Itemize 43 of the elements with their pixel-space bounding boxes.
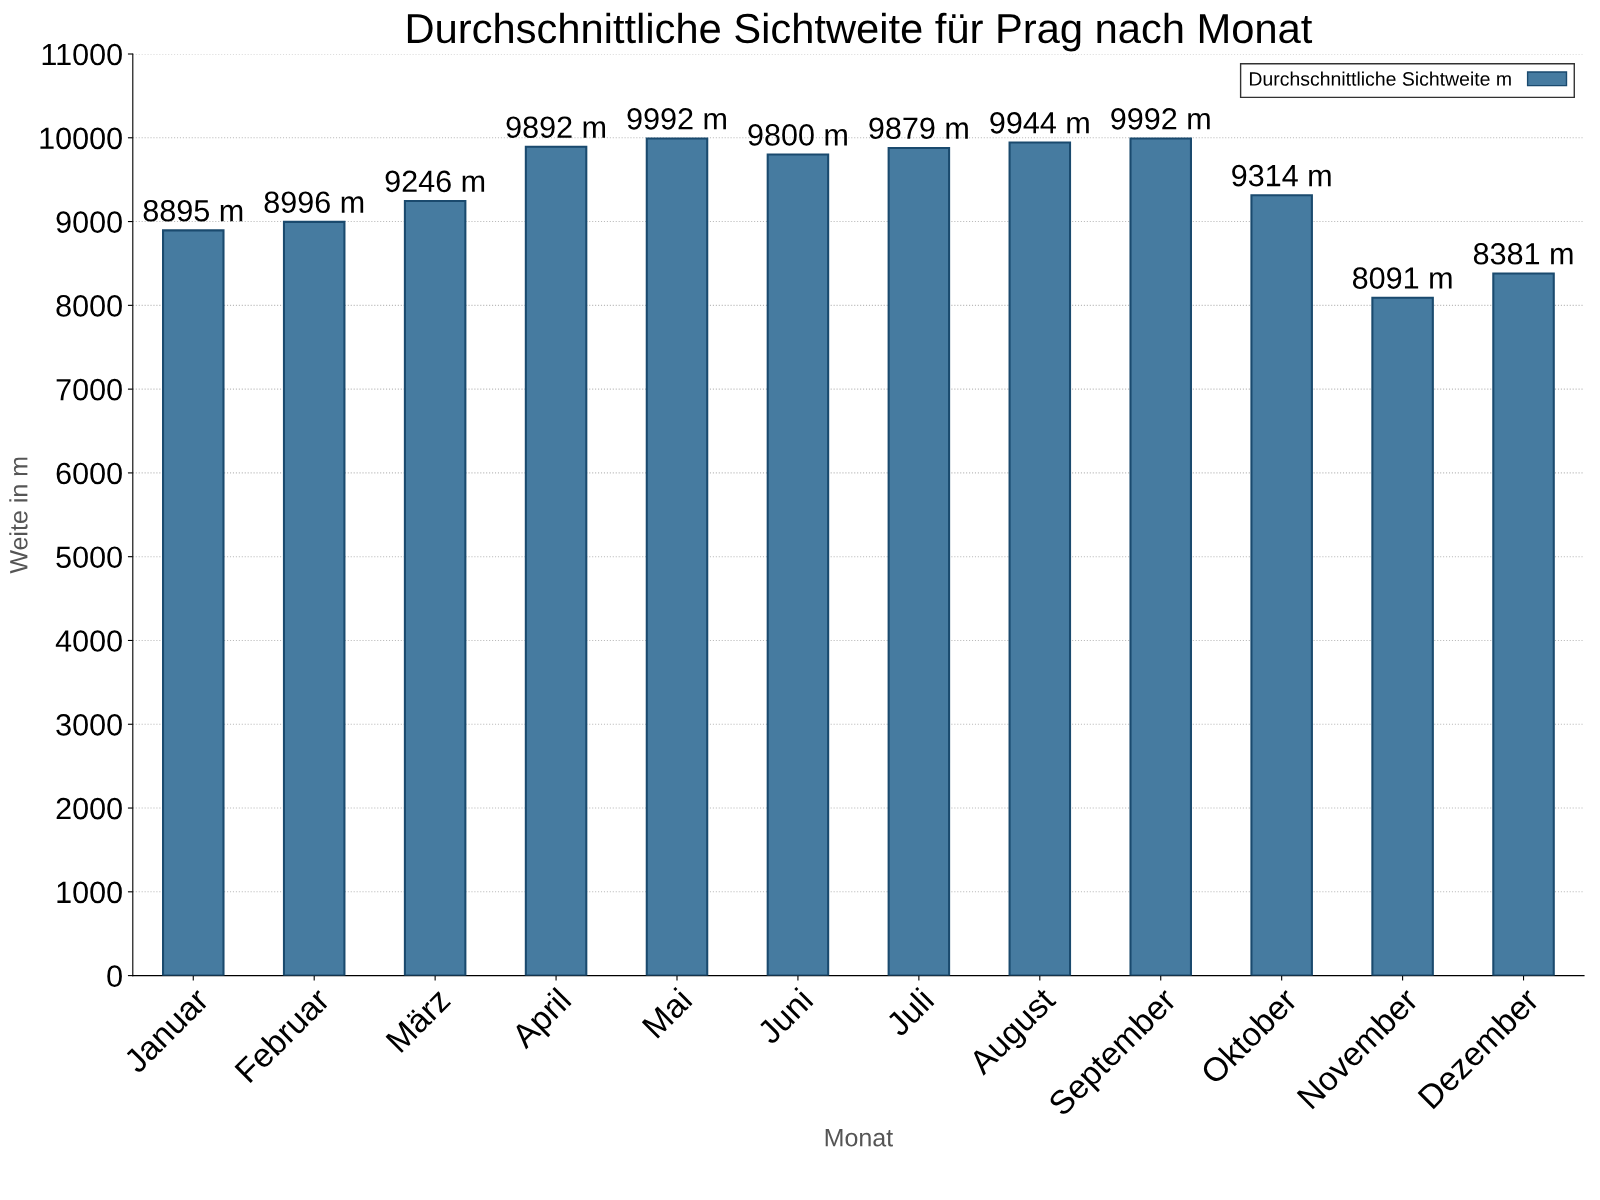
data-label: 9314 m xyxy=(1232,164,1331,187)
y-tick-label: 9000 xyxy=(56,211,122,233)
bar xyxy=(887,146,951,976)
y-tick-label: 1000 xyxy=(57,881,122,904)
x-tick-label: Mai xyxy=(640,986,693,1039)
data-label: 9892 m xyxy=(506,116,606,139)
data-label: 8895 m xyxy=(143,199,243,222)
data-label: 9800 m xyxy=(748,124,847,146)
y-tick-label: 7000 xyxy=(56,378,122,401)
bar xyxy=(1250,194,1313,976)
bar xyxy=(1371,296,1434,976)
bar xyxy=(282,220,346,976)
data-label: 9246 m xyxy=(385,170,485,193)
y-tick-label: 10000 xyxy=(40,127,122,150)
bar xyxy=(1008,141,1072,976)
bar xyxy=(1492,272,1555,976)
y-axis-title: Weite in m xyxy=(9,457,28,574)
legend-label: Durchschnittliche Sichtweite m xyxy=(1249,71,1511,86)
x-tick-label: Juli xyxy=(883,986,935,1038)
data-label: 8091 m xyxy=(1352,267,1452,289)
y-tick-label: 6000 xyxy=(56,462,122,485)
x-tick-label: Juni xyxy=(755,986,814,1046)
bar xyxy=(161,229,225,976)
bar xyxy=(524,145,588,976)
chart-title: Durchschnittliche Sichtweite für Prag nach Monat xyxy=(407,12,1313,52)
bar xyxy=(766,153,830,976)
data-label: 8381 m xyxy=(1473,242,1573,265)
data-label: 9992 m xyxy=(1111,108,1210,130)
bar xyxy=(645,137,709,976)
y-tick-label: 3000 xyxy=(56,713,122,736)
data-label: 8996 m xyxy=(264,191,364,214)
y-tick-label: 2000 xyxy=(56,797,122,820)
data-label: 9992 m xyxy=(627,108,726,130)
y-tick-label: 0 xyxy=(107,965,122,987)
y-tick-label: 8000 xyxy=(56,295,122,317)
x-axis-title: Monat xyxy=(825,1129,893,1147)
data-label: 9944 m xyxy=(990,112,1089,134)
y-tick-label: 4000 xyxy=(55,630,122,652)
y-tick-label: 11000 xyxy=(42,43,122,66)
bar xyxy=(403,199,467,976)
bar xyxy=(1129,137,1193,976)
y-tick-label: 5000 xyxy=(56,546,122,569)
data-label: 9879 m xyxy=(869,117,968,140)
